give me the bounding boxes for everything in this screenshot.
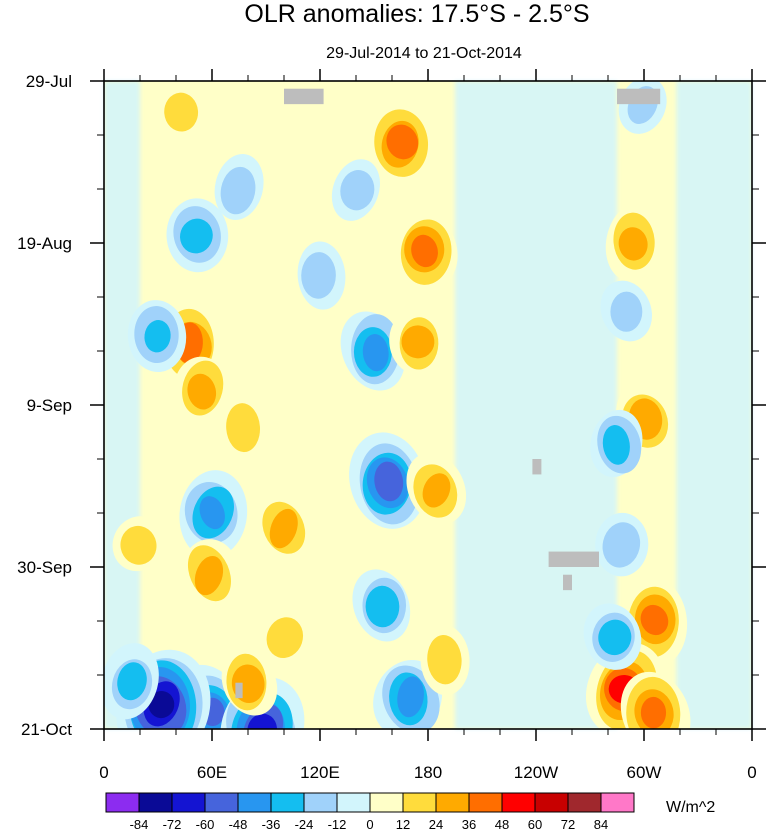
anomaly-contour <box>148 690 175 719</box>
anomaly-contour <box>120 525 157 565</box>
colorbar-swatch <box>534 792 569 813</box>
weak-negative-band <box>676 81 752 729</box>
x-tick-label: 120W <box>514 763 558 782</box>
colorbar-label: -24 <box>295 817 314 830</box>
colorbar-swatch <box>501 792 536 813</box>
x-tick-label: 180 <box>414 763 442 782</box>
missing-data-layer <box>235 88 661 699</box>
anomaly-contour <box>422 473 451 508</box>
anomaly-contour <box>243 703 284 729</box>
anomaly-contour <box>598 619 632 656</box>
colorbar-label: -84 <box>130 817 149 830</box>
chart-subtitle: 29-Jul-2014 to 21-Oct-2014 <box>326 45 522 62</box>
anomaly-contour <box>117 662 147 701</box>
colorbar-swatch <box>567 792 602 813</box>
missing-data-box <box>563 574 572 591</box>
x-axis: 0 60E 120E 180 120W 60W 0 <box>99 69 757 782</box>
anomaly-contour <box>187 373 217 410</box>
anomaly-contour <box>610 291 643 332</box>
anomaly-contour <box>397 676 424 718</box>
colorbar-swatch <box>237 792 272 813</box>
chart-title: OLR anomalies: 17.5°S - 2.5°S <box>244 0 589 28</box>
anomaly-contour <box>374 461 404 502</box>
colorbar-swatch <box>369 792 404 813</box>
y-tick-label: 9-Sep <box>27 396 72 415</box>
anomaly-contour <box>301 252 336 299</box>
colorbar-swatch <box>138 792 173 813</box>
y-tick-label: 30-Sep <box>17 558 72 577</box>
anomaly-contour <box>144 320 171 353</box>
missing-data-box <box>284 88 324 105</box>
anomaly-contour <box>602 522 641 568</box>
colorbar-label: 12 <box>396 817 410 830</box>
anomaly-contour <box>199 496 225 530</box>
x-tick-label: 120E <box>300 763 340 782</box>
colorbar-swatch <box>402 792 437 813</box>
colorbar-label: -72 <box>163 817 182 830</box>
colorbar-label: -12 <box>328 817 347 830</box>
colorbar-label: 0 <box>366 817 373 830</box>
anomaly-contour <box>401 325 435 359</box>
anomaly-contour <box>640 696 667 729</box>
colorbar-units: W/m^2 <box>666 799 715 816</box>
colorbar: -84 -72 -60 -48 -36 -24 -12 0 12 24 36 48 60 72 84 <box>105 792 635 830</box>
colorbar-label: 84 <box>594 817 608 830</box>
missing-data-box <box>235 682 243 699</box>
y-axis: 29-Jul 19-Aug 9-Sep 30-Sep 21-Oct <box>17 72 766 739</box>
y-tick-label: 21-Oct <box>21 720 72 739</box>
weak-negative-band <box>104 81 140 729</box>
anomaly-contour <box>362 334 389 372</box>
missing-data-box <box>548 551 599 567</box>
colorbar-label: -48 <box>229 817 248 830</box>
anomaly-contour <box>340 169 375 211</box>
colorbar-label: 48 <box>495 817 509 830</box>
colorbar-swatch <box>303 792 338 813</box>
anomaly-contour <box>640 604 669 636</box>
anomaly-contour <box>226 403 261 453</box>
anomaly-contour <box>602 424 630 465</box>
x-tick-label: 0 <box>99 763 108 782</box>
colorbar-label: -36 <box>262 817 281 830</box>
colorbar-label: -60 <box>196 817 215 830</box>
x-tick-label: 60W <box>627 763 662 782</box>
x-tick-label: 0 <box>747 763 756 782</box>
anomaly-contour <box>365 585 400 628</box>
anomaly-contour <box>411 234 438 268</box>
colorbar-swatch <box>204 792 239 813</box>
colorbar-label: 72 <box>561 817 575 830</box>
colorbar-swatch <box>270 792 305 813</box>
anomaly-contour <box>247 713 277 729</box>
anomaly-contour <box>220 166 256 215</box>
colorbar-swatch <box>468 792 503 813</box>
anomaly-contour <box>618 227 648 261</box>
anomaly-contour <box>164 92 199 132</box>
colorbar-swatch <box>171 792 206 813</box>
colorbar-label: 60 <box>528 817 542 830</box>
colorbar-swatch <box>105 792 140 813</box>
colorbar-label: 36 <box>462 817 476 830</box>
anomaly-contour <box>269 508 298 549</box>
anomaly-contour <box>386 124 419 160</box>
anomaly-contour <box>194 555 224 596</box>
colorbar-swatch <box>336 792 371 813</box>
colorbar-swatch <box>600 792 635 813</box>
anomaly-contour <box>180 218 213 254</box>
colorbar-label: 24 <box>429 817 443 830</box>
y-tick-label: 29-Jul <box>26 72 72 91</box>
x-tick-label: 60E <box>197 763 227 782</box>
y-tick-label: 19-Aug <box>17 234 72 253</box>
missing-data-box <box>532 459 542 475</box>
colorbar-swatch <box>435 792 470 813</box>
anomaly-contour <box>427 635 462 685</box>
anomaly-contour <box>266 617 304 659</box>
missing-data-box <box>617 88 661 105</box>
